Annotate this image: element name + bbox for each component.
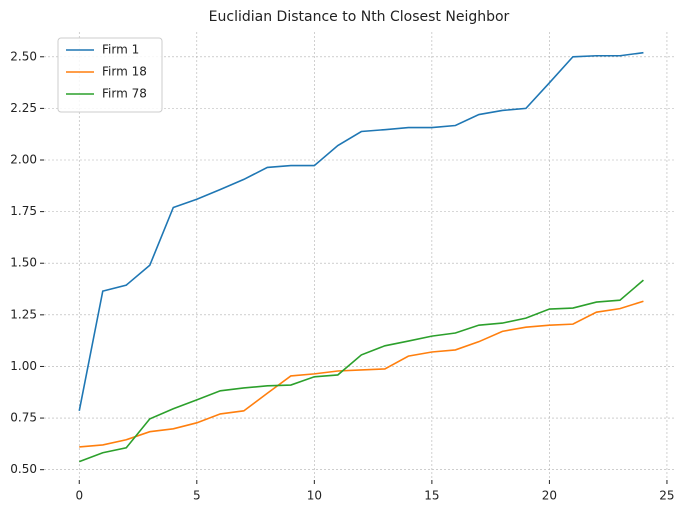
line-series [79, 300, 644, 448]
y-tick-label: 0.50 [10, 462, 37, 476]
y-tick-label: 2.50 [10, 49, 37, 63]
y-tick-label: 1.25 [10, 307, 37, 321]
x-tick-label: 15 [424, 489, 439, 503]
y-tick-label: 0.75 [10, 411, 37, 425]
line-series [78, 279, 644, 463]
y-tick-label: 1.75 [10, 204, 37, 218]
legend: Firm 1 Firm 18 Firm 78 [57, 37, 163, 113]
legend-label: Firm 78 [102, 87, 147, 101]
x-tick-label: 20 [542, 489, 557, 503]
chart-title: Euclidian Distance to Nth Closest Neighb… [209, 9, 510, 25]
legend-label: Firm 1 [102, 43, 139, 57]
y-tick-label: 2.25 [10, 101, 37, 115]
x-tick-label: 10 [307, 489, 322, 503]
line-series [78, 51, 644, 411]
y-tick-label: 2.00 [10, 153, 37, 167]
x-tick-label: 0 [75, 489, 83, 503]
y-tick-label: 1.50 [10, 256, 37, 270]
x-tick-label: 25 [659, 489, 674, 503]
legend-label: Firm 18 [102, 65, 147, 79]
y-tick-label: 1.00 [10, 359, 37, 373]
x-tick-label: 5 [193, 489, 201, 503]
